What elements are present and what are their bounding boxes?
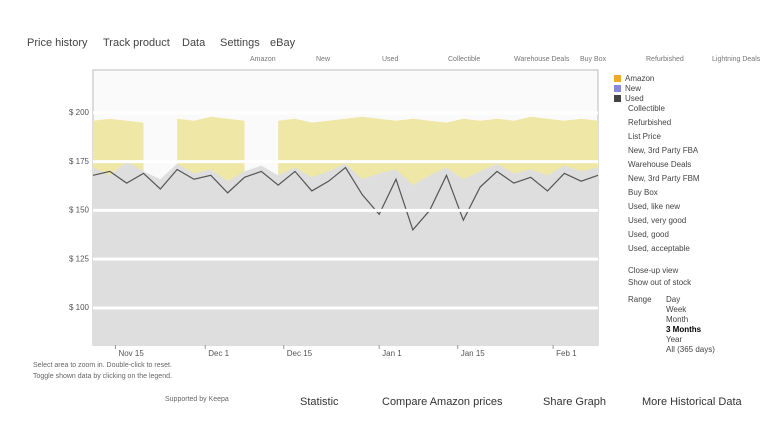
x-tick-label: Dec 1 [208,349,229,358]
tab[interactable]: Settings [220,37,260,49]
y-tick-label: $ 200 [69,108,90,117]
action-button[interactable]: Statistic [300,396,339,408]
tab[interactable]: Track product [103,37,170,49]
range-option[interactable]: All (365 days) [666,345,715,354]
legend-top-item[interactable]: Collectible [448,56,481,63]
action-button[interactable]: Share Graph [543,396,606,408]
legend-top-item[interactable]: New [316,56,331,63]
x-tick-label: Jan 1 [382,349,402,358]
y-tick-label: $ 100 [69,303,90,312]
y-tick-label: $ 125 [69,254,90,263]
legend-item[interactable]: Used, like new [628,202,681,211]
legend-top-item[interactable]: Warehouse Deals [514,56,570,63]
range-option[interactable]: Day [666,295,681,304]
legend-item[interactable]: Used, acceptable [628,244,690,253]
option[interactable]: Close-up view [628,266,679,275]
legend-item[interactable]: Used, very good [628,216,687,225]
tab[interactable]: Data [182,37,206,49]
tab[interactable]: Price history [27,37,88,49]
legend-item[interactable]: Used [625,94,644,103]
range-label: Range [628,295,652,304]
legend-top-item[interactable]: Lightning Deals [712,56,761,63]
legend-item[interactable]: Amazon [625,74,655,83]
action-button[interactable]: Compare Amazon prices [382,396,503,408]
action-button[interactable]: More Historical Data [642,396,742,408]
price-area [93,161,598,345]
legend-item[interactable]: Buy Box [628,188,658,197]
legend-item[interactable]: List Price [628,132,661,141]
x-tick-label: Jan 15 [461,349,486,358]
legend-swatch [614,85,621,92]
legend-top-item[interactable]: Amazon [250,56,276,63]
legend-item[interactable]: New, 3rd Party FBA [628,146,699,155]
option[interactable]: Show out of stock [628,278,692,287]
range-option[interactable]: Month [666,315,689,324]
legend-top-item[interactable]: Buy Box [580,56,607,63]
range-option[interactable]: Week [666,305,687,314]
legend-item[interactable]: Used, good [628,230,669,239]
range-option[interactable]: 3 Months [666,325,702,334]
legend-item[interactable]: Warehouse Deals [628,160,692,169]
legend-swatch [614,95,621,102]
legend-swatch [614,75,621,82]
legend-top-item[interactable]: Used [382,56,399,63]
x-tick-label: Nov 15 [118,349,144,358]
footer-note: Toggle shown data by clicking on the leg… [33,373,172,380]
legend-item[interactable]: Collectible [628,104,665,113]
x-tick-label: Dec 15 [287,349,313,358]
y-tick-label: $ 150 [69,206,90,215]
legend-item[interactable]: New [625,84,642,93]
legend-top-item[interactable]: Refurbished [646,56,684,63]
footer-note: Select area to zoom in. Double-click to … [33,362,172,369]
range-option[interactable]: Year [666,335,683,344]
credit: Supported by Keepa [165,396,229,403]
legend-item[interactable]: New, 3rd Party FBM [628,174,700,183]
price-line [92,166,599,232]
legend-item[interactable]: Refurbished [628,118,672,127]
tab[interactable]: eBay [270,37,296,49]
x-tick-label: Feb 1 [556,349,577,358]
y-tick-label: $ 175 [69,157,90,166]
